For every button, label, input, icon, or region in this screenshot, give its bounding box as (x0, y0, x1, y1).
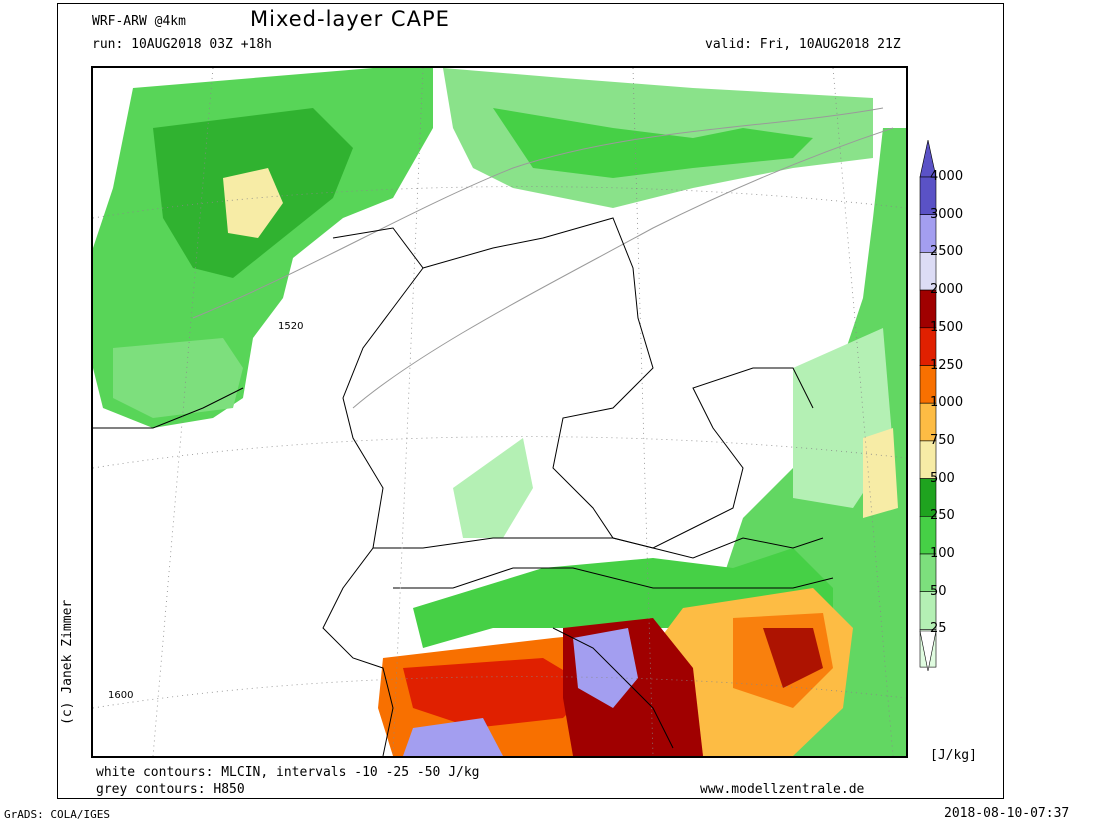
colorbar-tick-label: 250 (930, 508, 955, 524)
colorbar-tick-label: 1250 (930, 357, 964, 373)
map-canvas (93, 68, 906, 756)
colorbar-tick-label: 2000 (930, 282, 964, 298)
colorbar-tick-label: 100 (930, 546, 955, 561)
grads-label: GrADS: COLA/IGES (4, 808, 110, 821)
footnote-h850: grey contours: H850 (96, 782, 245, 797)
valid-label: valid: Fri, 10AUG2018 21Z (705, 37, 901, 52)
website-label: www.modellzentrale.de (700, 782, 865, 797)
country-border (373, 537, 824, 559)
contour-label-1600: 1600 (107, 690, 135, 701)
cape-area-westcoast (113, 338, 243, 418)
colorbar-tick-label: 750 (930, 432, 955, 448)
cape-map: 1520 1600 (91, 66, 908, 758)
coastline (93, 387, 244, 429)
timestamp-label: 2018-08-10-07:37 (944, 806, 1070, 821)
plot-frame (57, 3, 1004, 799)
cape-area-baltic-dark (493, 108, 813, 178)
cape-area-central (453, 438, 533, 538)
map-title: Mixed-layer CAPE (250, 7, 450, 31)
colorbar-tick-label: 25 (930, 621, 947, 637)
cape-area-balkans-core (763, 628, 823, 688)
colorbar (919, 140, 937, 672)
colorbar-tick-label: 2500 (930, 244, 964, 260)
cape-area-italy-red (403, 658, 593, 728)
colorbar-tick-label: 3000 (930, 206, 964, 222)
run-label: run: 10AUG2018 03Z +18h (92, 37, 273, 52)
graticule (93, 68, 906, 756)
units-label: [J/kg] (930, 748, 977, 763)
coastline (552, 627, 674, 749)
colorbar-tick-label: 1500 (930, 319, 964, 335)
contour-label-1520: 1520 (277, 321, 305, 332)
credit-label: (c) Janek Zimmer (60, 599, 75, 725)
cape-area-tyrrhenian (403, 718, 503, 756)
colorbar-bottom-arrow (919, 630, 937, 672)
h850-contour (352, 127, 894, 409)
country-border (393, 567, 834, 589)
colorbar-tick-label: 50 (930, 583, 947, 599)
country-border (322, 227, 424, 756)
model-label: WRF-ARW @4km (92, 14, 186, 29)
colorbar-tick-label: 4000 (930, 169, 964, 184)
cape-area-east-yellow (863, 428, 898, 518)
country-border (422, 217, 814, 549)
colorbar-tick-label: 1000 (930, 395, 964, 411)
cape-area-northwest-yellow (223, 168, 283, 238)
footnote-mlcin: white contours: MLCIN, intervals -10 -25… (96, 765, 480, 780)
h850-contour (192, 107, 884, 319)
cape-area-adriatic-core (573, 628, 638, 708)
colorbar-tick-label: 500 (930, 470, 955, 486)
